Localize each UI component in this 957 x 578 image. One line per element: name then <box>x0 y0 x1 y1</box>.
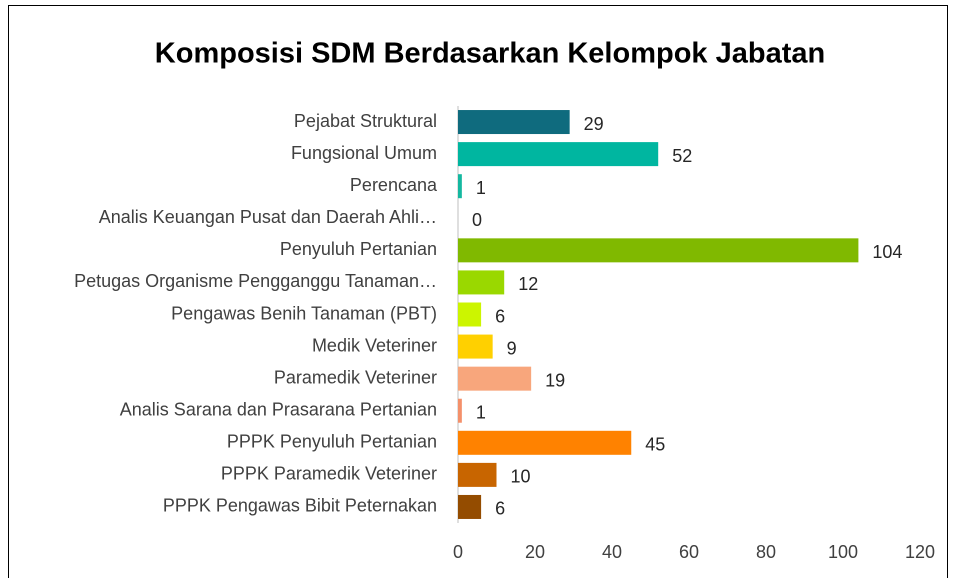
bar <box>458 174 462 199</box>
bar <box>458 270 505 295</box>
bar <box>458 462 497 487</box>
value-label: 52 <box>672 146 692 166</box>
value-label: 45 <box>645 435 665 455</box>
y-tick-label: Perencana <box>350 175 438 195</box>
value-label: 10 <box>511 467 531 487</box>
y-tick-label: Pejabat Struktural <box>294 111 437 131</box>
value-label: 29 <box>584 114 604 134</box>
bar <box>458 494 482 519</box>
bar <box>458 334 493 359</box>
value-label: 1 <box>476 402 486 422</box>
y-tick-label: PPPK Paramedik Veteriner <box>221 464 437 484</box>
value-label: 9 <box>507 338 517 358</box>
y-tick-label: Analis Keuangan Pusat dan Daerah Ahli… <box>99 207 437 227</box>
y-tick-label: Paramedik Veteriner <box>274 367 437 387</box>
x-tick-label: 80 <box>756 542 776 562</box>
value-label: 19 <box>545 370 565 390</box>
y-tick-label: Penyuluh Pertanian <box>280 239 437 259</box>
y-tick-label: Petugas Organisme Pengganggu Tanaman… <box>74 271 437 291</box>
bar <box>458 430 632 455</box>
value-label: 104 <box>872 242 902 262</box>
bar <box>458 110 570 135</box>
x-tick-label: 100 <box>828 542 858 562</box>
y-tick-label: PPPK Pengawas Bibit Peternakan <box>163 496 437 516</box>
y-tick-label: Analis Sarana dan Prasarana Pertanian <box>120 399 437 419</box>
y-tick-label: PPPK Penyuluh Pertanian <box>227 432 437 452</box>
x-tick-label: 40 <box>602 542 622 562</box>
y-tick-label: Medik Veteriner <box>312 335 437 355</box>
y-tick-label: Fungsional Umum <box>291 143 437 163</box>
value-label: 12 <box>518 274 538 294</box>
bar <box>458 366 532 391</box>
bar <box>458 238 859 263</box>
chart-title: Komposisi SDM Berdasarkan Kelompok Jabat… <box>155 38 825 70</box>
bar <box>458 142 659 167</box>
bar <box>458 398 462 423</box>
y-tick-label: Pengawas Benih Tanaman (PBT) <box>171 303 437 323</box>
x-tick-label: 120 <box>905 542 935 562</box>
x-tick-label: 0 <box>453 542 463 562</box>
value-label: 1 <box>476 178 486 198</box>
x-tick-label: 60 <box>679 542 699 562</box>
bar <box>458 302 482 327</box>
x-tick-label: 20 <box>525 542 545 562</box>
value-label: 6 <box>495 499 505 519</box>
value-label: 0 <box>472 210 482 230</box>
value-label: 6 <box>495 306 505 326</box>
